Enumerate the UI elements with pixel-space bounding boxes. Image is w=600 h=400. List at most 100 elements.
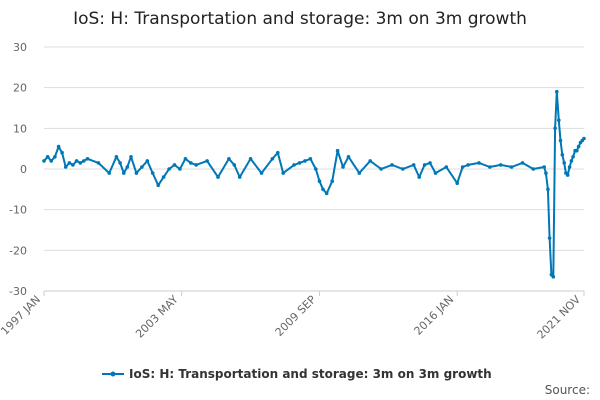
data-point[interactable]	[42, 159, 46, 163]
data-point[interactable]	[565, 173, 570, 177]
data-point[interactable]	[140, 165, 144, 169]
y-tick-label: 10	[13, 122, 27, 135]
data-point[interactable]	[544, 171, 548, 175]
data-point[interactable]	[553, 126, 557, 131]
data-point[interactable]	[368, 159, 373, 163]
data-point[interactable]	[308, 157, 313, 161]
data-point[interactable]	[335, 148, 340, 153]
data-point[interactable]	[314, 167, 318, 171]
data-point[interactable]	[390, 163, 394, 167]
y-tick-label: 20	[13, 82, 27, 95]
data-point[interactable]	[167, 167, 171, 171]
data-point[interactable]	[317, 179, 322, 183]
data-point[interactable]	[276, 150, 280, 155]
series-line	[43, 90, 585, 278]
data-point[interactable]	[433, 171, 438, 175]
data-point[interactable]	[60, 150, 64, 155]
data-point[interactable]	[178, 167, 182, 171]
data-point[interactable]	[569, 159, 574, 163]
legend-label: IoS: H: Transportation and storage: 3m o…	[129, 367, 492, 381]
data-point[interactable]	[542, 165, 546, 169]
data-point[interactable]	[78, 161, 83, 165]
data-point[interactable]	[571, 155, 575, 159]
data-point[interactable]	[183, 157, 188, 161]
data-point[interactable]	[125, 165, 130, 169]
data-point[interactable]	[297, 161, 302, 165]
data-point[interactable]	[150, 171, 155, 175]
data-point[interactable]	[129, 155, 133, 159]
data-point[interactable]	[547, 236, 552, 240]
x-tick-label: 2003 MAY	[133, 293, 181, 341]
data-point[interactable]	[428, 161, 432, 165]
legend[interactable]: IoS: H: Transportation and storage: 3m o…	[102, 367, 492, 381]
data-point[interactable]	[205, 159, 209, 163]
data-point[interactable]	[227, 157, 231, 161]
data-point[interactable]	[303, 159, 307, 163]
data-point[interactable]	[555, 89, 559, 94]
data-point[interactable]	[114, 155, 119, 159]
data-point[interactable]	[248, 157, 253, 161]
data-point[interactable]	[546, 187, 550, 192]
data-point[interactable]	[460, 165, 465, 169]
data-point[interactable]	[122, 171, 126, 175]
data-point[interactable]	[172, 163, 177, 167]
data-point[interactable]	[346, 155, 351, 159]
data-point[interactable]	[567, 165, 572, 169]
data-point[interactable]	[520, 161, 525, 165]
data-point[interactable]	[63, 165, 68, 169]
data-point[interactable]	[194, 163, 198, 167]
data-point[interactable]	[417, 175, 422, 179]
data-point[interactable]	[401, 167, 405, 171]
data-point[interactable]	[56, 144, 61, 149]
data-point[interactable]	[118, 161, 122, 165]
data-point[interactable]	[281, 171, 286, 175]
data-point[interactable]	[270, 157, 275, 161]
data-point[interactable]	[551, 275, 556, 279]
data-point[interactable]	[557, 118, 561, 122]
data-point[interactable]	[216, 175, 220, 179]
data-point[interactable]	[562, 161, 566, 165]
data-point[interactable]	[74, 159, 79, 163]
data-point[interactable]	[477, 161, 481, 165]
data-point[interactable]	[411, 163, 416, 167]
data-point[interactable]	[292, 163, 296, 167]
data-point[interactable]	[582, 136, 586, 141]
data-point[interactable]	[379, 167, 383, 171]
data-point[interactable]	[509, 165, 514, 169]
data-point[interactable]	[49, 159, 53, 163]
data-point[interactable]	[560, 153, 565, 157]
data-point[interactable]	[232, 163, 237, 167]
data-point[interactable]	[45, 155, 50, 159]
data-point[interactable]	[71, 163, 75, 167]
data-point[interactable]	[466, 163, 470, 167]
data-point[interactable]	[558, 138, 563, 143]
data-point[interactable]	[357, 171, 362, 175]
data-point[interactable]	[259, 171, 264, 175]
data-point[interactable]	[82, 159, 86, 163]
data-point[interactable]	[156, 183, 160, 188]
data-point[interactable]	[341, 165, 345, 169]
data-point[interactable]	[189, 161, 193, 165]
data-point[interactable]	[134, 171, 139, 175]
data-point[interactable]	[330, 179, 335, 183]
data-point[interactable]	[531, 167, 536, 171]
y-tick-label: -10	[9, 204, 27, 217]
data-point[interactable]	[161, 175, 166, 179]
data-point[interactable]	[488, 165, 492, 169]
data-point[interactable]	[575, 148, 579, 153]
data-point[interactable]	[107, 171, 111, 175]
data-point[interactable]	[576, 144, 581, 149]
data-point[interactable]	[321, 187, 325, 192]
data-point[interactable]	[53, 155, 57, 159]
data-point[interactable]	[237, 175, 242, 179]
data-point[interactable]	[145, 159, 150, 163]
data-point[interactable]	[444, 165, 449, 169]
data-point[interactable]	[96, 161, 101, 165]
data-point[interactable]	[67, 161, 72, 165]
data-point[interactable]	[85, 157, 90, 161]
data-point[interactable]	[324, 191, 329, 196]
chart-title: IoS: H: Transportation and storage: 3m o…	[73, 9, 527, 29]
data-point[interactable]	[455, 181, 460, 185]
data-point[interactable]	[422, 163, 427, 167]
data-point[interactable]	[498, 163, 503, 167]
